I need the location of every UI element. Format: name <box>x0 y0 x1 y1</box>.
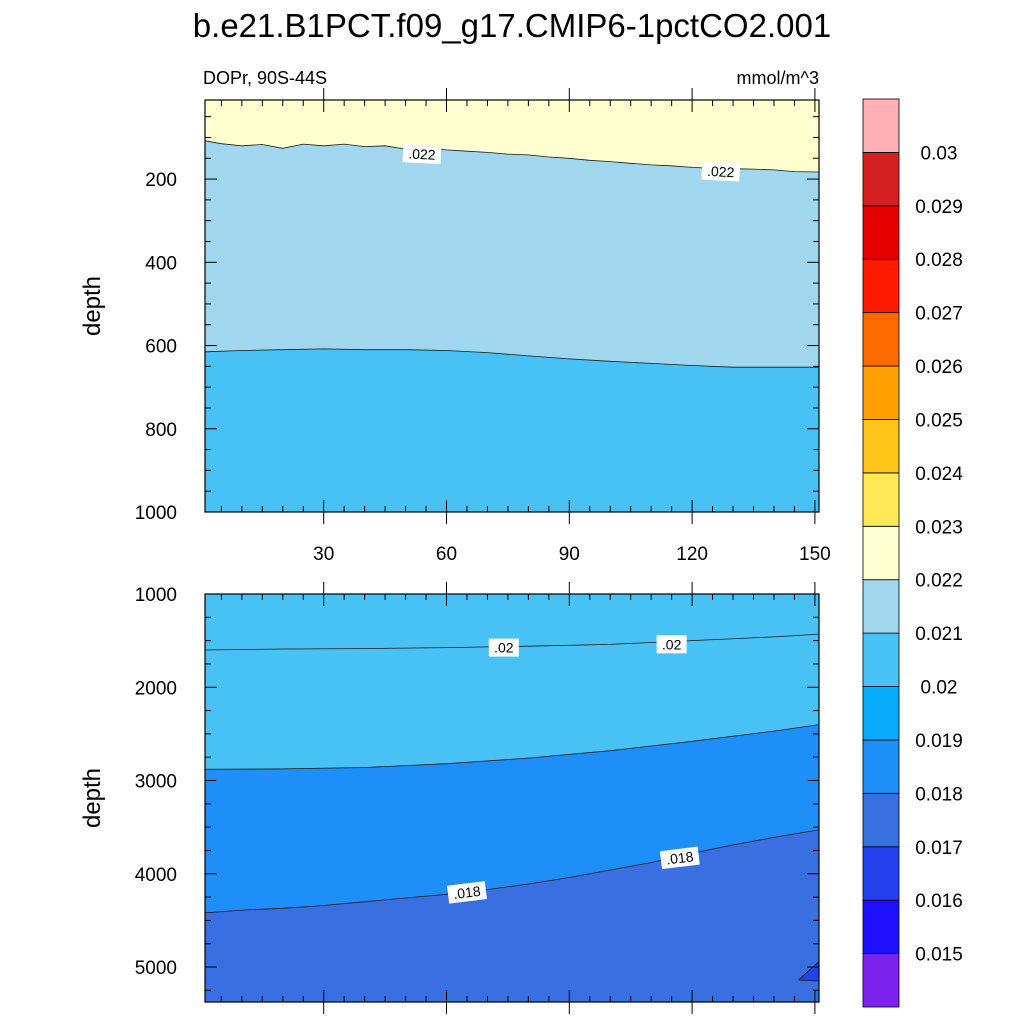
contour-label-text: .018 <box>665 848 694 867</box>
colorbar-label: 0.025 <box>915 410 963 431</box>
colorbar-label: 0.018 <box>915 784 963 805</box>
colorbar-label: 0.016 <box>915 891 963 912</box>
contour-label-0.02: .02 <box>656 635 687 654</box>
contour-label-text: .018 <box>452 883 481 902</box>
colorbar-label: 0.015 <box>915 945 963 966</box>
y-axis-label: depth <box>79 276 106 336</box>
contour-label-0.022: .022 <box>402 144 442 165</box>
variable-region-label: DOPr, 90S-44S <box>203 68 327 88</box>
colorbar-box <box>862 419 900 474</box>
colorbar-label: 0.03 <box>921 143 958 164</box>
contour-label-text: .02 <box>662 636 682 652</box>
colorbar-box <box>862 632 900 687</box>
contour-line-0.018 <box>204 829 820 914</box>
colorbar-box <box>862 205 900 260</box>
colorbar-label: 0.022 <box>915 571 963 592</box>
plot-frame <box>204 99 820 513</box>
colorbar-box <box>862 899 900 954</box>
y-tick-label: 3000 <box>135 772 177 793</box>
colorbar-box <box>862 258 900 314</box>
contour-line-0.02 <box>204 633 820 651</box>
y-tick-label: 1000 <box>135 503 177 524</box>
x-tick-label: 120 <box>676 544 708 565</box>
colorbar-box <box>862 953 900 1008</box>
contour-label-0.02: .02 <box>488 638 519 657</box>
colorbar-box <box>862 846 900 901</box>
colorbar-label: 0.02 <box>921 678 958 699</box>
colorbar-box <box>862 525 900 581</box>
units-label: mmol/m^3 <box>737 68 819 88</box>
fill-band-0.017-0.018 <box>205 829 819 1002</box>
colorbar-box <box>862 312 900 367</box>
y-tick-label: 400 <box>145 253 177 274</box>
colorbar-box <box>862 739 900 794</box>
colorbar-label: 0.021 <box>915 624 963 645</box>
contour-label-0.018: .018 <box>659 846 700 870</box>
colorbar-box <box>862 472 900 527</box>
contour-line-0.019 <box>204 724 820 770</box>
colorbar-box <box>862 152 900 207</box>
colorbar-label: 0.023 <box>915 517 963 538</box>
x-tick-label: 90 <box>559 544 580 565</box>
colorbar-label: 0.028 <box>915 250 963 271</box>
x-tick-label: 150 <box>799 544 831 565</box>
colorbar-box <box>862 579 900 634</box>
y-tick-label: 800 <box>145 420 177 441</box>
fill-band-0.020-0.021 <box>205 348 819 512</box>
contour-line-0.021 <box>204 348 819 368</box>
colorbar-label: 0.019 <box>915 731 963 752</box>
y-tick-label: 200 <box>145 170 177 191</box>
y-axis-label: depth <box>79 768 106 828</box>
colorbar-label: 0.026 <box>915 357 963 378</box>
plot-frame <box>204 593 820 1003</box>
colorbar-label: 0.024 <box>915 464 963 485</box>
colorbar-box <box>862 686 900 741</box>
colorbar-label: 0.029 <box>915 197 963 218</box>
lower-panel: .02 .02 .018 .018 1000 2000 3000 4000 5000 depth <box>79 582 820 1014</box>
contour-label-text: .022 <box>408 145 436 162</box>
contour-label-text: .022 <box>707 163 735 180</box>
colorbar-label: 0.017 <box>915 838 963 859</box>
colorbar-box <box>862 792 900 848</box>
y-tick-label: 600 <box>145 337 177 358</box>
colorbar: 0.015 0.016 0.017 0.018 0.019 0.02 0.021 0.022 0… <box>862 98 963 1008</box>
x-tick-label: 30 <box>313 544 334 565</box>
colorbar-box <box>862 365 900 420</box>
contour-label-text: .02 <box>494 640 514 656</box>
colorbar-box <box>862 98 900 153</box>
y-tick-label: 2000 <box>135 678 177 699</box>
x-tick-label: 60 <box>436 544 457 565</box>
upper-panel: .022 .022 200 400 600 800 1000 depth 30 60 90 120 15… <box>79 88 831 565</box>
y-tick-label: 4000 <box>135 865 177 886</box>
colorbar-label: 0.027 <box>915 304 963 325</box>
contour-label-0.018: .018 <box>447 881 487 904</box>
y-tick-label: 1000 <box>135 585 177 606</box>
contour-label-0.022: .022 <box>701 161 741 182</box>
y-tick-label: 5000 <box>135 958 177 979</box>
chart-title: b.e21.B1PCT.f09_g17.CMIP6-1pctCO2.001 <box>193 7 831 44</box>
